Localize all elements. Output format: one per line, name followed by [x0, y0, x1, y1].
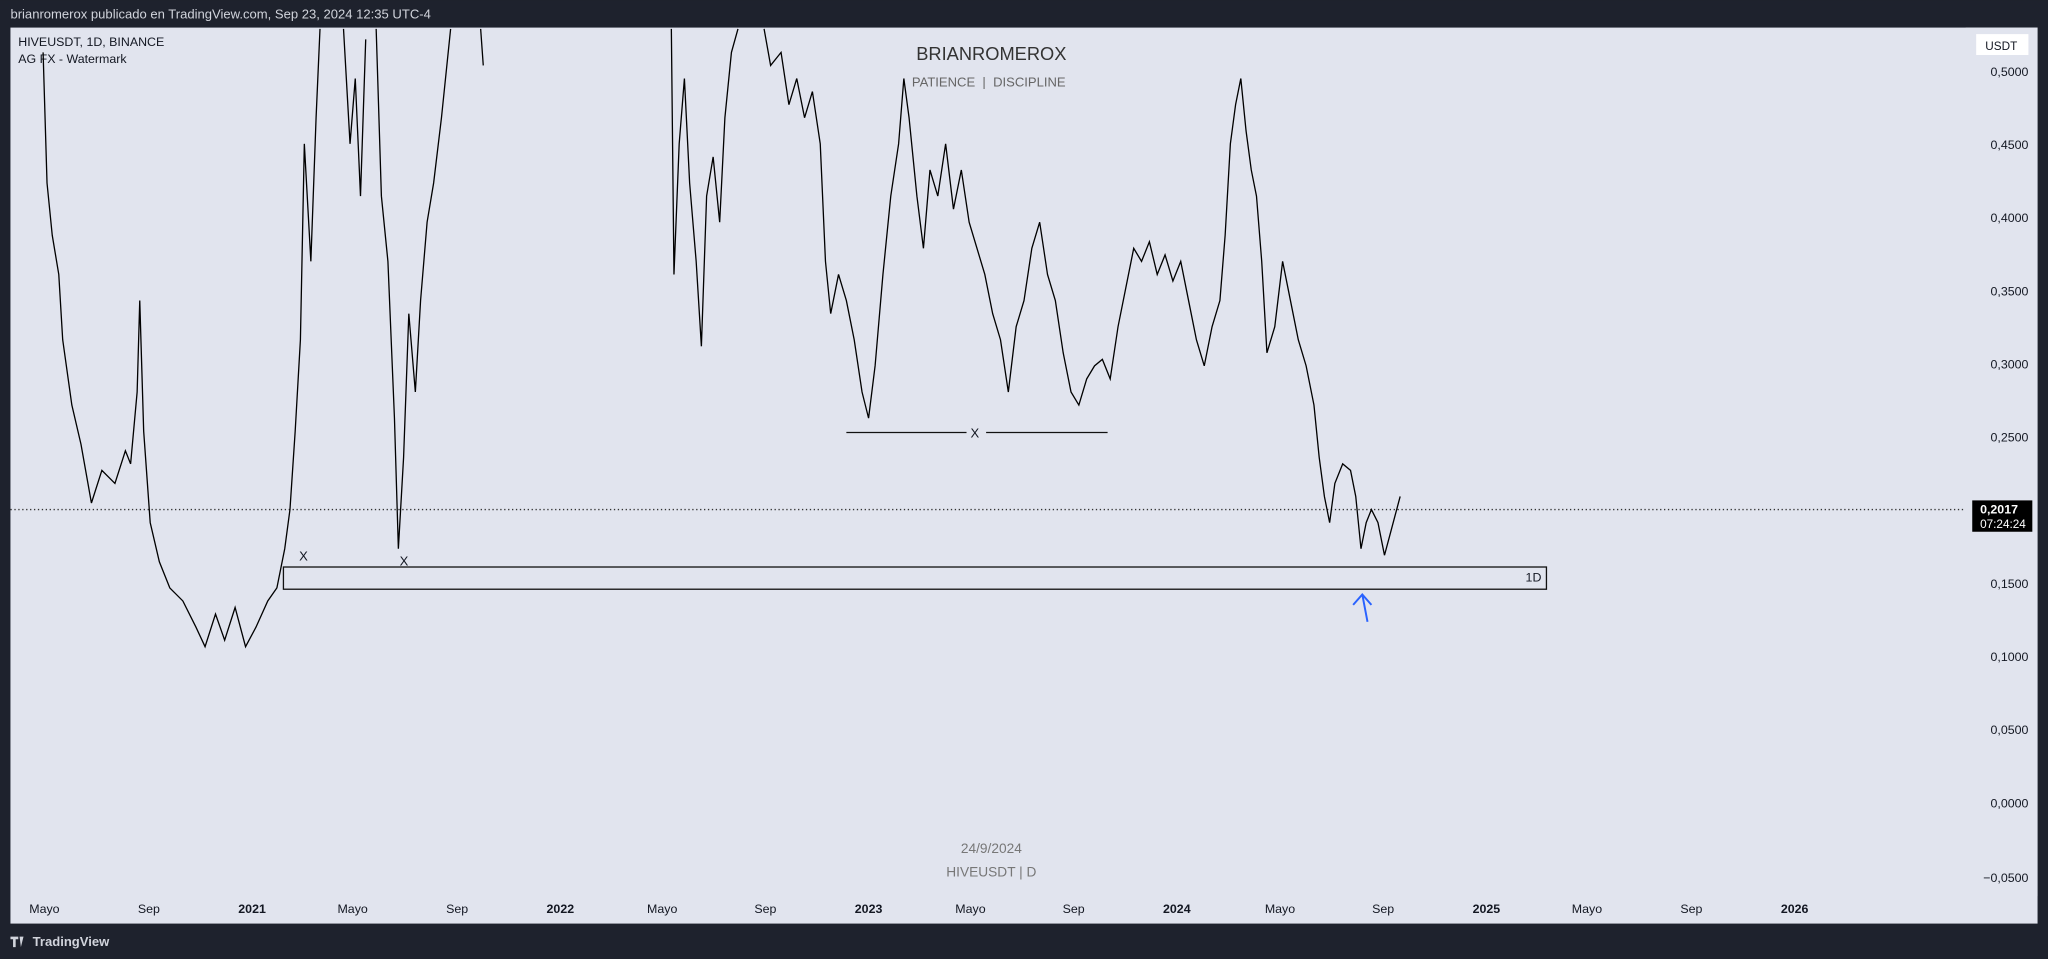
- watermark-date: 24/9/2024: [961, 841, 1022, 856]
- time-label: Sep: [138, 902, 160, 916]
- footer-logo: [10, 936, 24, 948]
- price-label: −0,0500: [1983, 871, 2028, 885]
- time-label: Mayo: [337, 902, 367, 916]
- price-label: 0,4000: [1991, 211, 2029, 225]
- currency-label: USDT: [1985, 40, 2017, 53]
- chart-area: [10, 27, 2038, 924]
- time-label: 2026: [1781, 902, 1809, 916]
- legend-symbol: HIVEUSDT, 1D, BINANCE: [18, 35, 164, 49]
- time-label: Sep: [1063, 902, 1085, 916]
- time-label: Mayo: [955, 902, 985, 916]
- time-label: Mayo: [647, 902, 677, 916]
- price-tag-value: 0,2017: [1980, 502, 2018, 516]
- time-label: 2025: [1473, 902, 1501, 916]
- price-line: [42, 28, 1401, 649]
- price-label: 0,4500: [1991, 138, 2029, 152]
- price-label: 0,3500: [1991, 284, 2029, 298]
- arrow: [1352, 592, 1373, 623]
- price-label: 0,1000: [1991, 650, 2029, 664]
- price-label: 0,5000: [1991, 65, 2029, 79]
- currency-box: [1976, 34, 2029, 56]
- time-label: Sep: [754, 902, 776, 916]
- time-label: Sep: [446, 902, 468, 916]
- price-tag-countdown: 07:24:24: [1980, 518, 2026, 531]
- x-mark: X: [299, 548, 308, 563]
- price-scale: [1965, 27, 2038, 897]
- watermark-subtitle: PATIENCE | DISCIPLINE: [912, 74, 1066, 89]
- footer-brand: TradingView: [33, 934, 110, 949]
- time-label: Sep: [1680, 902, 1702, 916]
- price-label: 0,0000: [1991, 796, 2029, 810]
- time-label: Mayo: [1265, 902, 1295, 916]
- price-tag: [1972, 500, 2033, 532]
- x-mark: X: [970, 426, 979, 441]
- time-label: Mayo: [1572, 902, 1602, 916]
- legend-indicator: AG FX - Watermark: [18, 52, 127, 66]
- watermark-symbol: HIVEUSDT | D: [946, 865, 1036, 880]
- time-label: Mayo: [29, 902, 59, 916]
- zone-label: 1D: [1526, 570, 1542, 584]
- price-label: 0,2500: [1991, 431, 2029, 445]
- time-label: 2024: [1163, 902, 1191, 916]
- time-label: 2023: [855, 902, 883, 916]
- x-mark: X: [400, 554, 409, 569]
- support-zone: [282, 566, 1548, 590]
- price-label: 0,0500: [1991, 723, 2029, 737]
- time-label: Sep: [1372, 902, 1394, 916]
- time-label: 2021: [238, 902, 266, 916]
- price-label: 0,1500: [1991, 577, 2029, 591]
- watermark-title: BRIANROMEROX: [916, 43, 1066, 64]
- time-label: 2022: [547, 902, 575, 916]
- header-text: brianromerox publicado en TradingView.co…: [10, 6, 430, 21]
- price-label: 0,3000: [1991, 357, 2029, 371]
